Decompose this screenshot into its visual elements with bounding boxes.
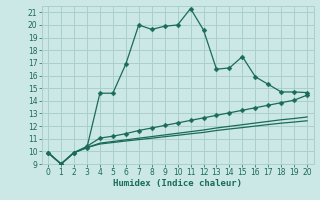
X-axis label: Humidex (Indice chaleur): Humidex (Indice chaleur) [113,179,242,188]
